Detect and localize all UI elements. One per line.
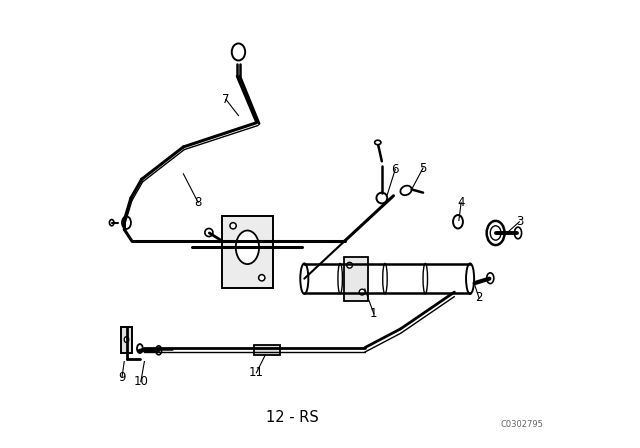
Ellipse shape [401, 185, 412, 195]
Ellipse shape [236, 230, 259, 264]
Bar [344, 257, 368, 301]
Ellipse shape [490, 226, 501, 240]
Ellipse shape [423, 263, 428, 294]
Ellipse shape [230, 223, 236, 229]
Ellipse shape [300, 263, 308, 294]
Bar [221, 216, 273, 288]
Ellipse shape [486, 221, 504, 245]
Ellipse shape [376, 193, 387, 203]
Text: 9: 9 [118, 370, 125, 384]
Bar [254, 345, 280, 355]
Bar [121, 327, 132, 353]
Text: 8: 8 [195, 196, 202, 209]
Text: C0302795: C0302795 [500, 420, 543, 429]
Ellipse shape [453, 215, 463, 228]
Ellipse shape [122, 216, 131, 229]
Text: 2: 2 [476, 291, 483, 305]
Ellipse shape [232, 43, 245, 60]
Text: 5: 5 [419, 161, 427, 175]
Text: 4: 4 [458, 196, 465, 209]
Ellipse shape [109, 220, 114, 226]
Ellipse shape [374, 140, 381, 145]
Ellipse shape [486, 273, 494, 284]
Text: 10: 10 [133, 375, 148, 388]
Text: 3: 3 [516, 215, 523, 228]
Ellipse shape [259, 275, 265, 281]
Ellipse shape [205, 228, 213, 237]
Text: 6: 6 [392, 163, 399, 176]
Ellipse shape [383, 263, 387, 294]
Text: 7: 7 [222, 93, 230, 106]
Ellipse shape [359, 289, 365, 295]
Ellipse shape [137, 344, 143, 353]
Ellipse shape [338, 263, 342, 294]
Ellipse shape [515, 227, 522, 239]
Ellipse shape [466, 263, 474, 294]
Ellipse shape [124, 337, 129, 342]
Text: 12 - RS: 12 - RS [266, 410, 319, 425]
Ellipse shape [156, 346, 162, 355]
Text: 1: 1 [370, 307, 378, 320]
Ellipse shape [347, 262, 353, 268]
Text: 11: 11 [249, 366, 264, 379]
